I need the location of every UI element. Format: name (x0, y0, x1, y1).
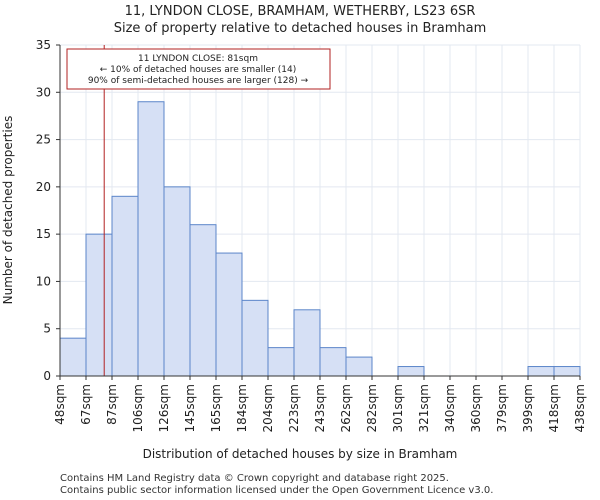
axes: 0 5 10 15 20 25 30 35 48sqm 67sqm 87sqm 106sqm 126sq… (36, 38, 587, 432)
x-tick-label: 340sqm (443, 384, 457, 432)
chart-subtitle: Size of property relative to detached ho… (113, 21, 487, 36)
x-axis-label: Distribution of detached houses by size … (143, 447, 458, 461)
bar-399sqm (527, 366, 555, 377)
x-tick-label: 321sqm (417, 384, 431, 432)
x-tick-label: 145sqm (183, 384, 197, 432)
bar-67sqm (85, 233, 113, 377)
x-tick-label: 165sqm (209, 384, 223, 432)
x-tick-label: 106sqm (131, 384, 145, 432)
y-axis-label: Number of detached properties (1, 116, 15, 305)
bar-301sqm (397, 366, 425, 377)
y-tick-label: 0 (43, 369, 51, 383)
x-tick-label: 418sqm (547, 384, 561, 432)
bar-145sqm (189, 224, 217, 377)
bar-184sqm (241, 299, 269, 377)
x-tick-label: 67sqm (79, 384, 93, 425)
bar-48sqm (59, 337, 87, 377)
bar-126sqm (163, 186, 191, 377)
annotation-box: 11 LYNDON CLOSE: 81sqm ← 10% of detached… (66, 48, 331, 90)
x-tick-label: 262sqm (339, 384, 353, 432)
bar-418sqm (553, 366, 581, 377)
bar-87sqm (111, 195, 139, 377)
y-tick-label: 10 (36, 274, 51, 288)
chart-title: 11, LYNDON CLOSE, BRAMHAM, WETHERBY, LS2… (124, 4, 476, 19)
bars (59, 101, 581, 377)
y-tick-label: 5 (43, 322, 51, 336)
x-tick-label: 360sqm (469, 384, 483, 432)
bar-204sqm (267, 347, 295, 377)
x-tick-label: 87sqm (105, 384, 119, 425)
y-tick-label: 35 (36, 38, 51, 52)
x-tick-label: 204sqm (261, 384, 275, 432)
x-tick-label: 399sqm (521, 384, 535, 432)
bar-262sqm (345, 356, 373, 377)
bar-106sqm (137, 101, 165, 377)
annotation-line-2: ← 10% of detached houses are smaller (14… (100, 65, 297, 75)
bar-243sqm (319, 347, 347, 377)
footer-line-1: Contains HM Land Registry data © Crown c… (60, 473, 449, 484)
y-tick-label: 25 (36, 133, 51, 147)
y-tick-label: 30 (36, 85, 51, 99)
x-tick-label: 438sqm (573, 384, 587, 432)
y-tick-label: 20 (36, 180, 51, 194)
bar-223sqm (293, 309, 321, 377)
bar-165sqm (215, 252, 243, 377)
annotation-line-1: 11 LYNDON CLOSE: 81sqm (138, 54, 258, 64)
annotation-line-3: 90% of semi-detached houses are larger (… (88, 76, 309, 86)
x-tick-label: 243sqm (313, 384, 327, 432)
footer-line-2: Contains public sector information licen… (60, 485, 494, 496)
histogram-chart: 0 5 10 15 20 25 30 35 48sqm 67sqm 87sqm 106sqm 126sq… (1, 38, 587, 461)
y-tick-label: 15 (36, 227, 51, 241)
x-tick-label: 379sqm (495, 384, 509, 432)
x-tick-label: 223sqm (287, 384, 301, 432)
x-tick-label: 184sqm (235, 384, 249, 432)
x-tick-label: 301sqm (391, 384, 405, 432)
x-tick-label: 126sqm (157, 384, 171, 432)
x-tick-label: 48sqm (53, 384, 67, 425)
x-tick-label: 282sqm (365, 384, 379, 432)
